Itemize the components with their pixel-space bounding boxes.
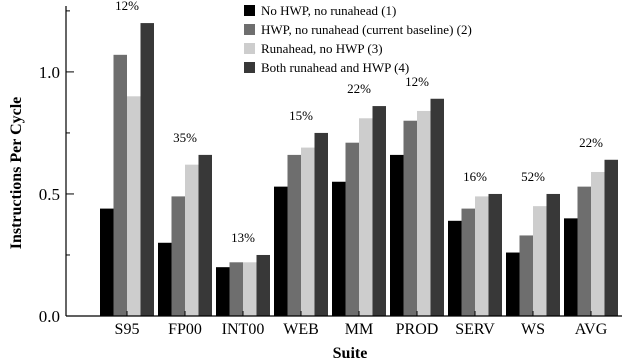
improvement-annotation: 35%: [173, 130, 197, 145]
x-tick-label: AVG: [575, 321, 608, 338]
y-axis: 0.0 0.5 1.0: [39, 6, 74, 326]
legend-label: HWP, no runahead (current baseline) (2): [261, 22, 472, 37]
bar-prod-series-3: [417, 110, 431, 316]
bar-int00-series-2: [229, 262, 243, 316]
improvement-annotation: 12%: [405, 74, 429, 89]
bar-web-series-2: [287, 154, 301, 316]
y-tick-label: 0.5: [39, 185, 60, 204]
legend-label: No HWP, no runahead (1): [261, 3, 396, 18]
improvement-annotation: 22%: [579, 135, 603, 150]
y-axis-title: Instructions Per Cycle: [8, 97, 25, 250]
bar-fp00-series-3: [185, 164, 199, 316]
improvement-annotation: 12%: [115, 0, 139, 13]
legend-swatch: [244, 43, 255, 54]
bar-avg-series-1: [564, 218, 578, 316]
bar-ws-series-1: [506, 252, 520, 316]
bar-fp00-series-4: [198, 154, 212, 316]
bar-avg-series-4: [604, 159, 618, 316]
improvement-annotation: 22%: [347, 81, 371, 96]
legend-swatch: [244, 62, 255, 73]
bar-int00-series-3: [243, 262, 257, 316]
bar-avg-series-2: [577, 186, 591, 316]
bar-s95-series-3: [127, 96, 141, 316]
legend-swatch: [244, 24, 255, 35]
x-tick-label: SERV: [455, 321, 495, 338]
improvement-annotation: 52%: [521, 169, 545, 184]
x-tick-label: S95: [115, 321, 140, 338]
bar-web-series-4: [314, 132, 328, 316]
bar-fp00-series-2: [171, 196, 185, 316]
bar-s95-series-4: [140, 23, 154, 317]
x-axis-title: Suite: [333, 345, 368, 362]
annotations: 12% 35% 13% 15% 22% 12% 16% 52% 22%: [115, 0, 603, 245]
bar-serv-series-3: [475, 196, 489, 316]
bar-serv-series-1: [448, 220, 462, 316]
improvement-annotation: 15%: [289, 108, 313, 123]
x-tick-label: PROD: [396, 321, 439, 338]
x-axis: S95 FP00 INT00 WEB MM PROD SERV WS AVG: [66, 311, 622, 338]
bar-serv-series-4: [488, 193, 502, 316]
y-tick-label: 0.0: [39, 307, 60, 326]
bar-mm-series-2: [345, 142, 359, 316]
bar-mm-series-4: [372, 106, 386, 317]
x-tick-label: WEB: [283, 321, 319, 338]
bar-s95-series-1: [100, 208, 114, 316]
legend-swatch: [244, 5, 255, 16]
legend: No HWP, no runahead (1) HWP, no runahead …: [244, 3, 472, 75]
bar-mm-series-3: [359, 118, 373, 316]
improvement-annotation: 13%: [231, 230, 255, 245]
bar-web-series-1: [274, 186, 288, 316]
bar-avg-series-3: [591, 171, 605, 316]
bar-prod-series-2: [403, 120, 417, 316]
bar-int00-series-4: [256, 254, 270, 316]
bar-mm-series-1: [332, 181, 346, 316]
x-tick-label: INT00: [222, 321, 265, 338]
legend-label: Both runahead and HWP (4): [261, 60, 409, 75]
x-tick-label: FP00: [168, 321, 202, 338]
bar-serv-series-2: [461, 208, 475, 316]
bar-prod-series-1: [390, 154, 404, 316]
bar-s95-series-2: [113, 54, 127, 316]
bar-ws-series-2: [519, 235, 533, 316]
bar-ws-series-4: [546, 193, 560, 316]
bar-fp00-series-1: [158, 242, 172, 316]
bar-ws-series-3: [533, 206, 547, 316]
x-tick-label: WS: [521, 321, 545, 338]
y-tick-label: 1.0: [39, 63, 60, 82]
bar-int00-series-1: [216, 267, 230, 316]
bar-web-series-3: [301, 147, 315, 316]
legend-label: Runahead, no HWP (3): [261, 41, 383, 56]
x-tick-label: MM: [345, 321, 373, 338]
improvement-annotation: 16%: [463, 169, 487, 184]
bar-prod-series-4: [430, 98, 444, 316]
plot-area: [100, 23, 618, 317]
